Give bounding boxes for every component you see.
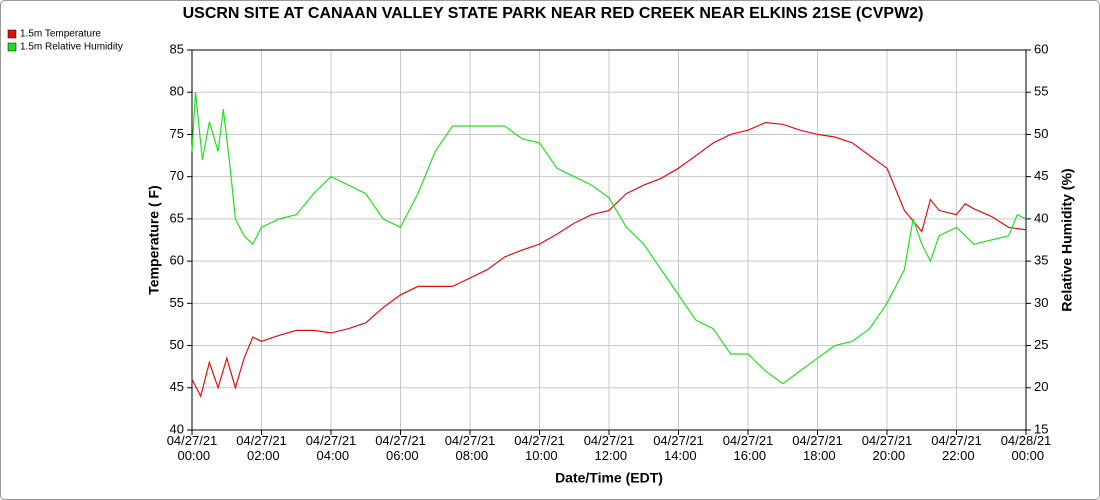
- series-line: [191, 92, 1027, 385]
- x-tick-label: 04/27/21 06:00: [375, 433, 426, 463]
- y-tick-label: 85: [170, 41, 184, 56]
- y2-tick-label: 20: [1034, 379, 1048, 394]
- x-tick-label: 04/27/21 04:00: [306, 433, 357, 463]
- y2-tick-label: 40: [1034, 210, 1048, 225]
- y2-tick-label: 50: [1034, 126, 1048, 141]
- x-tick-label: 04/27/21 16:00: [723, 433, 774, 463]
- x-tick-label: 04/27/21 22:00: [931, 433, 982, 463]
- x-tick-label: 04/27/21 10:00: [514, 433, 565, 463]
- x-tick-label: 04/27/21 02:00: [236, 433, 287, 463]
- legend-label: 1.5m Relative Humidity: [20, 42, 123, 53]
- x-tick-label: 04/27/21 00:00: [167, 433, 218, 463]
- y-tick-label: 40: [170, 421, 184, 436]
- y2-tick-label: 55: [1034, 84, 1048, 99]
- y2-tick-label: 15: [1034, 421, 1048, 436]
- y-tick-label: 75: [170, 126, 184, 141]
- x-tick-label: 04/27/21 12:00: [584, 433, 635, 463]
- y2-tick-label: 60: [1034, 41, 1048, 56]
- y2-axis-label: Relative Humidity (%): [1059, 168, 1075, 311]
- y-tick-label: 55: [170, 295, 184, 310]
- y-tick-label: 60: [170, 253, 184, 268]
- y2-tick-label: 35: [1034, 253, 1048, 268]
- y-tick-label: 70: [170, 168, 184, 183]
- legend-swatch: [7, 29, 17, 39]
- y-tick-label: 45: [170, 379, 184, 394]
- y-tick-label: 50: [170, 337, 184, 352]
- x-axis-label: Date/Time (EDT): [555, 470, 663, 486]
- y-axis-label: Temperature ( F): [146, 185, 162, 294]
- y-tick-label: 80: [170, 84, 184, 99]
- y-tick-label: 65: [170, 210, 184, 225]
- chart-title: USCRN SITE AT CANAAN VALLEY STATE PARK N…: [183, 5, 924, 22]
- x-tick-label: 04/27/21 20:00: [862, 433, 913, 463]
- legend-label: 1.5m Temperature: [20, 29, 101, 40]
- y2-tick-label: 30: [1034, 295, 1048, 310]
- x-tick-label: 04/27/21 14:00: [653, 433, 704, 463]
- y2-tick-label: 45: [1034, 168, 1048, 183]
- y2-tick-label: 25: [1034, 337, 1048, 352]
- legend-swatch: [7, 42, 17, 52]
- x-tick-label: 04/28/21 00:00: [1001, 433, 1052, 463]
- x-tick-label: 04/27/21 18:00: [792, 433, 843, 463]
- plot-border: [191, 49, 1027, 431]
- x-tick-label: 04/27/21 08:00: [445, 433, 496, 463]
- series-line: [191, 121, 1027, 398]
